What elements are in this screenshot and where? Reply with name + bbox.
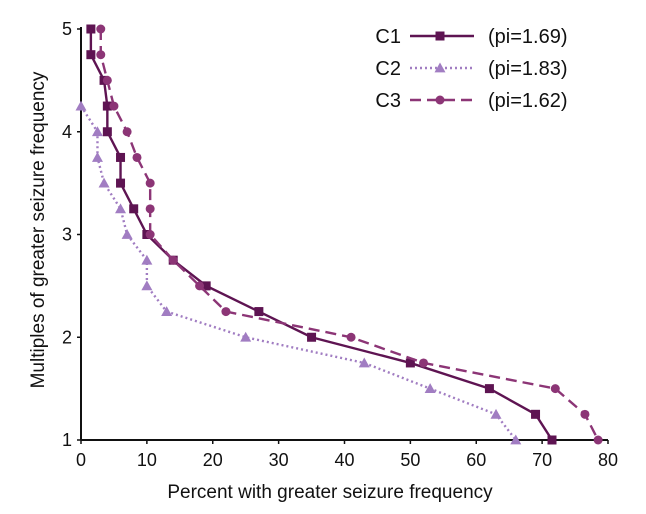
data-point: [121, 229, 133, 239]
data-point: [580, 409, 590, 419]
data-point: [102, 75, 112, 85]
legend-pi-label: (pi=1.69): [488, 26, 568, 48]
legend-marker: [435, 31, 445, 41]
data-point: [141, 280, 153, 291]
data-point: [490, 408, 502, 419]
data-point: [307, 332, 317, 342]
data-point: [221, 307, 231, 317]
legend-marker: [434, 62, 446, 73]
series-line: [89, 29, 554, 441]
data-point: [346, 332, 356, 342]
legend-pi-label: (pi=1.62): [488, 90, 568, 112]
data-point: [145, 178, 155, 188]
data-point: [98, 177, 110, 188]
data-point: [419, 358, 429, 368]
data-point: [141, 254, 153, 265]
ticks: 0 10 20 30 40 50 60 70 80 1 2 3 4 5: [62, 19, 618, 470]
x-tick-label: 20: [203, 450, 223, 470]
data-point: [109, 101, 119, 111]
data-point: [145, 204, 155, 214]
series-c1: [86, 24, 557, 445]
data-point: [168, 255, 178, 265]
data-point: [91, 151, 103, 162]
legend: C1 (pi=1.69) C2 (pi=1.83) C3 (pi=1.62): [375, 26, 567, 112]
data-point: [86, 24, 96, 34]
series-line: [99, 29, 600, 441]
data-point: [116, 152, 126, 162]
x-tick-label: 80: [598, 450, 618, 470]
x-tick-label: 70: [532, 450, 552, 470]
legend-label: C3: [375, 90, 401, 112]
data-point: [145, 230, 155, 239]
data-point: [405, 358, 415, 368]
data-point: [96, 24, 106, 34]
data-point: [358, 357, 370, 368]
series-c3: [96, 24, 603, 445]
x-tick-label: 40: [334, 450, 354, 470]
y-tick-label: 2: [62, 327, 72, 347]
legend-item: C1 (pi=1.69): [375, 26, 567, 48]
legend-item: C3 (pi=1.62): [375, 90, 567, 112]
legend-pi-label: (pi=1.83): [488, 58, 568, 80]
y-tick-label: 1: [62, 430, 72, 450]
axes: [80, 27, 608, 441]
data-point: [240, 331, 252, 342]
data-point: [102, 127, 112, 137]
data-point: [129, 204, 139, 214]
legend-label: C2: [375, 58, 401, 80]
data-point: [484, 384, 494, 394]
data-point: [75, 100, 87, 111]
legend-item: C2 (pi=1.83): [375, 58, 567, 80]
legend-marker: [435, 95, 445, 105]
x-tick-label: 60: [466, 450, 486, 470]
series-line: [79, 105, 517, 441]
series-c2: [75, 100, 522, 445]
data-point: [547, 435, 557, 445]
x-tick-label: 0: [76, 450, 86, 470]
legend-label: C1: [375, 26, 401, 48]
x-tick-label: 30: [269, 450, 289, 470]
x-axis-title: Percent with greater seizure frequency: [167, 482, 493, 503]
data-point: [102, 101, 112, 111]
data-point: [593, 435, 603, 445]
data-point: [550, 384, 560, 394]
data-point: [424, 383, 436, 394]
data-point: [122, 127, 132, 137]
data-point: [86, 50, 96, 60]
data-point: [132, 152, 142, 162]
x-tick-label: 50: [400, 450, 420, 470]
x-tick-label: 10: [137, 450, 157, 470]
data-point: [531, 409, 541, 419]
data-point: [254, 307, 264, 317]
y-tick-label: 5: [62, 19, 72, 39]
data-point: [195, 281, 205, 291]
data-point: [115, 203, 127, 214]
data-point: [96, 50, 106, 60]
y-axis-title: Multiples of greater seizure frequency: [28, 71, 49, 388]
data-point: [510, 434, 522, 445]
data-point: [161, 306, 173, 316]
y-tick-label: 3: [62, 225, 72, 245]
data-point: [201, 281, 211, 291]
series-layer: [75, 24, 603, 445]
data-point: [116, 178, 126, 188]
data-point: [91, 126, 103, 137]
y-tick-label: 4: [62, 122, 72, 142]
